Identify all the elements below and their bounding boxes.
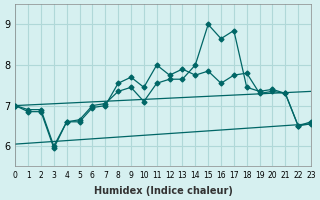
- X-axis label: Humidex (Indice chaleur): Humidex (Indice chaleur): [94, 186, 233, 196]
